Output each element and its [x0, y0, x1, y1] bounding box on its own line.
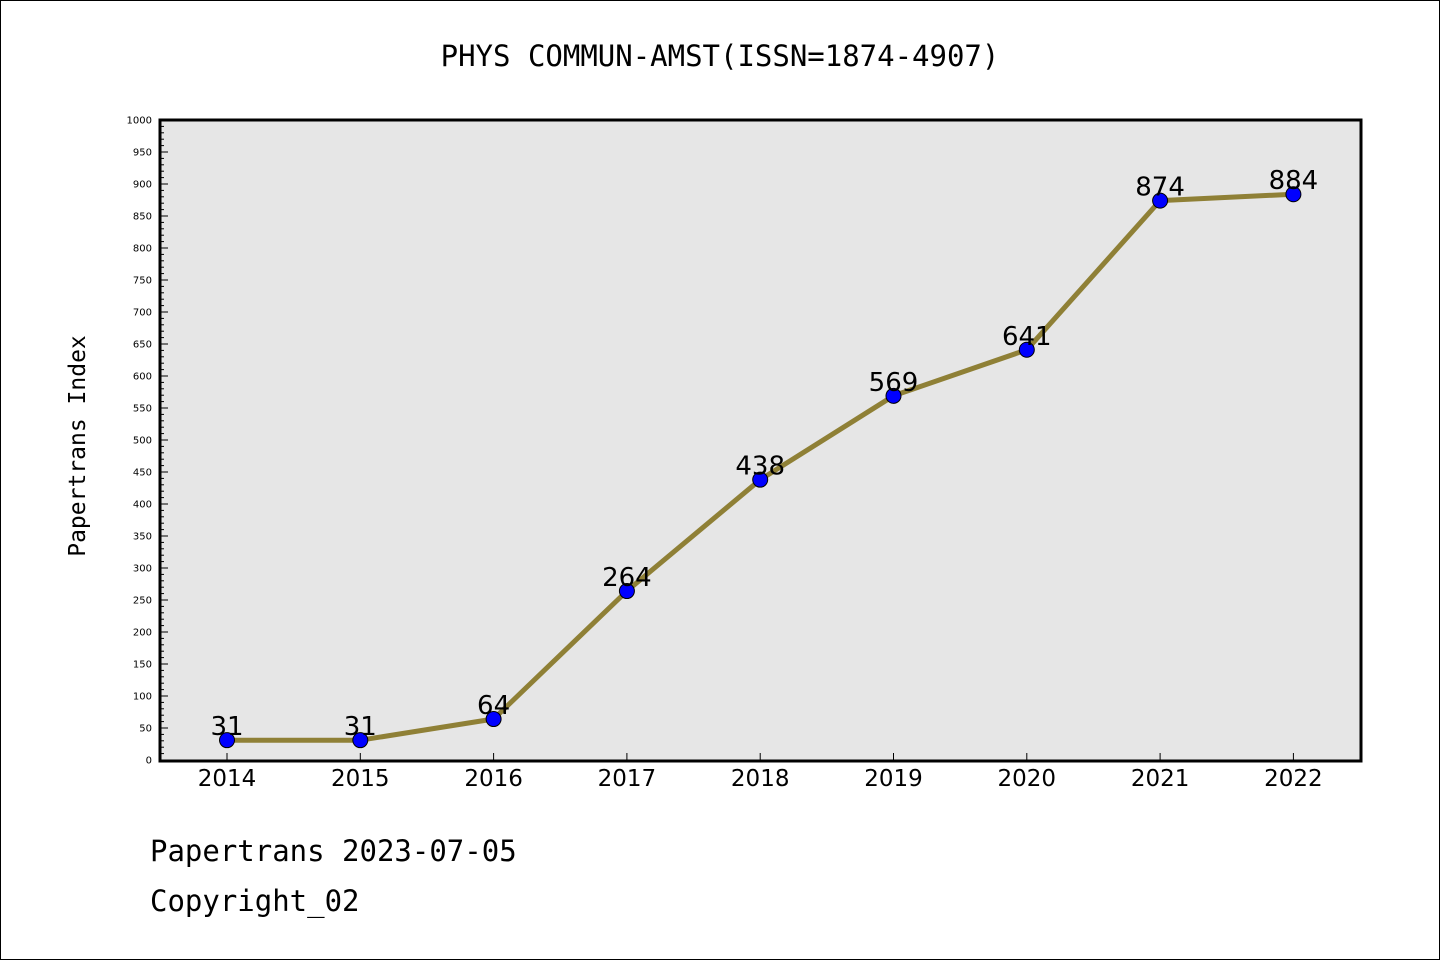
y-tick-label: 650 — [133, 340, 152, 351]
y-tick-label: 600 — [133, 372, 152, 383]
y-tick-label: 250 — [133, 596, 152, 607]
x-tick-label: 2015 — [331, 766, 390, 792]
y-tick-label: 100 — [133, 692, 152, 703]
x-tick-label: 2018 — [731, 766, 790, 792]
x-tick-label: 2019 — [864, 766, 923, 792]
y-tick-label: 150 — [133, 660, 152, 671]
axis-ticks: 0 50 100 150 200 250 300 350 400 450 500 550 600 650 7… — [127, 116, 1323, 793]
chart-title: PHYS COMMUN-AMST(ISSN=1874-4907) — [441, 39, 1000, 73]
x-tick-label: 2020 — [998, 766, 1057, 792]
y-tick-label: 900 — [133, 180, 152, 191]
y-tick-label: 950 — [133, 148, 152, 159]
y-tick-label: 700 — [133, 308, 152, 319]
x-tick-label: 2022 — [1264, 766, 1323, 792]
y-tick-label: 500 — [133, 436, 152, 447]
series-layer — [219, 186, 1302, 749]
y-tick-label: 350 — [133, 532, 152, 543]
data-point-marker — [1285, 186, 1302, 203]
data-label: 64 — [477, 691, 510, 721]
x-tick-label: 2021 — [1131, 766, 1190, 792]
data-label: 874 — [1135, 173, 1185, 203]
data-label: 31 — [344, 712, 377, 742]
y-tick-label: 800 — [133, 244, 152, 255]
data-label: 641 — [1002, 322, 1052, 352]
plot-area — [158, 118, 1363, 763]
y-tick-label: 400 — [133, 500, 152, 511]
data-point-marker — [885, 387, 902, 404]
y-tick-label: 50 — [139, 724, 152, 735]
y-tick-label: 450 — [133, 468, 152, 479]
data-label: 31 — [210, 712, 243, 742]
footer-date-line: Papertrans 2023-07-05 — [150, 834, 517, 868]
y-tick-label: 550 — [133, 404, 152, 415]
data-point-marker — [1018, 341, 1035, 358]
y-tick-label: 750 — [133, 276, 152, 287]
data-labels: 31 31 64 264 438 569 641 874 884 — [210, 166, 1318, 742]
data-point-marker — [618, 583, 635, 600]
data-label: 884 — [1269, 166, 1319, 196]
y-tick-label: 0 — [146, 756, 152, 767]
data-point-marker — [352, 732, 369, 749]
y-tick-label: 200 — [133, 628, 152, 639]
y-tick-label: 850 — [133, 212, 152, 223]
data-point-marker — [752, 471, 769, 488]
x-tick-label: 2016 — [464, 766, 523, 792]
x-tick-label: 2017 — [598, 766, 657, 792]
data-label: 569 — [869, 368, 919, 398]
data-point-marker — [485, 711, 502, 728]
y-tick-label: 1000 — [127, 116, 152, 127]
x-tick-label: 2014 — [198, 766, 257, 792]
y-axis-label: Papertrans Index — [65, 335, 91, 557]
data-point-marker — [219, 732, 235, 749]
y-tick-label: 300 — [133, 564, 152, 575]
data-label: 438 — [735, 452, 785, 482]
data-point-marker — [1152, 192, 1169, 209]
data-label: 264 — [602, 563, 652, 593]
footer-copyright: Copyright_02 — [150, 884, 360, 918]
